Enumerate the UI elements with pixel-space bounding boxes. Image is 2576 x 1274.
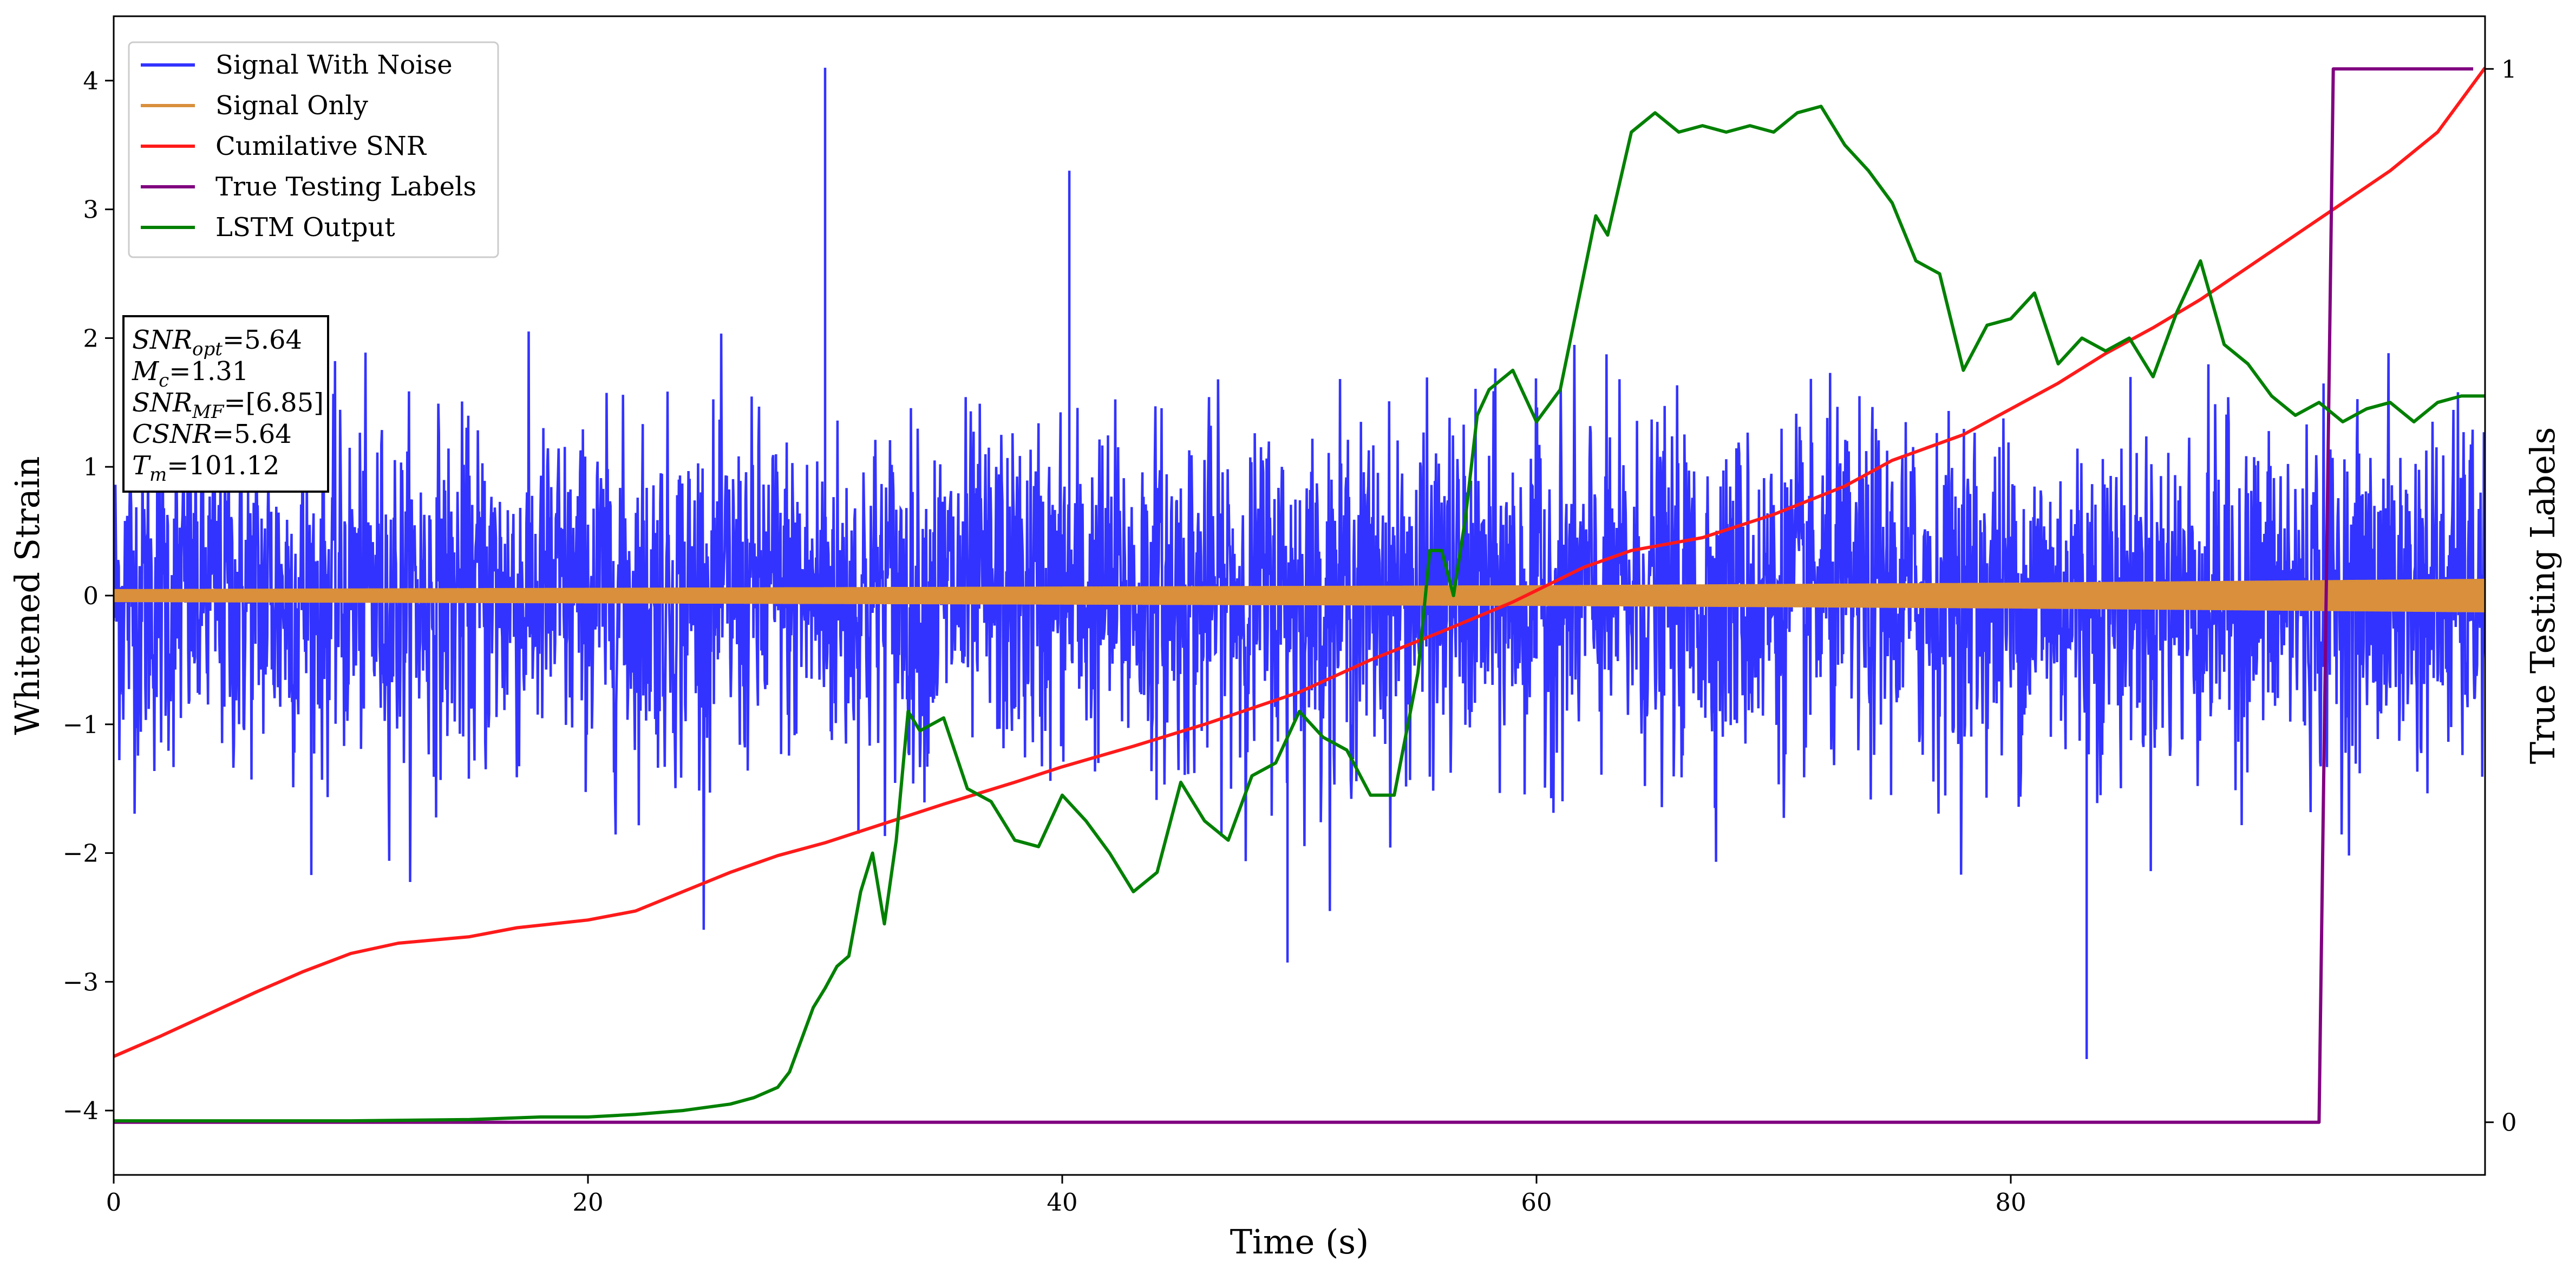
info-box-frame (122, 315, 329, 493)
legend-entry: LSTM Output (215, 212, 395, 243)
y-tick-label: 0 (83, 582, 99, 610)
y2-axis-label: True Testing Labels (2523, 427, 2562, 765)
series-signal-with-noise (114, 68, 2485, 1059)
x-axis-label: Time (s) (1230, 1222, 1369, 1262)
plot-area (114, 67, 2485, 1124)
x-tick-label: 0 (106, 1188, 122, 1217)
legend-entry: Cumilative SNR (215, 131, 427, 161)
y-tick-label: −2 (63, 839, 99, 868)
info-box: SNRopt=5.64Mc=1.31SNRMF=[6.85]CSNR=5.64T… (122, 315, 329, 493)
legend-entry: Signal With Noise (215, 50, 453, 80)
x-tick-label: 60 (1521, 1188, 1552, 1217)
y2-tick-label: 0 (2501, 1108, 2517, 1137)
y-tick-label: −4 (63, 1096, 99, 1125)
info-line: SNRMF=[6.85] (132, 388, 324, 423)
series-signal-only (114, 579, 2485, 612)
info-line: Mc=1.31 (132, 356, 249, 391)
y-tick-label: 1 (83, 453, 99, 481)
y-tick-label: −3 (63, 968, 99, 996)
info-line: Tm=101.12 (132, 450, 279, 486)
y2-tick-label: 1 (2501, 55, 2517, 83)
y-tick-label: 3 (83, 195, 99, 224)
y-tick-label: 2 (83, 324, 99, 352)
series-true-testing-labels (114, 67, 2474, 1124)
series-lstm-output (114, 104, 2485, 1123)
legend-entry: True Testing Labels (215, 172, 476, 202)
x-tick-label: 40 (1047, 1188, 1077, 1217)
y-tick-label: 4 (83, 67, 99, 95)
series-cumilative-snr (114, 67, 2485, 1058)
legend-box (128, 41, 499, 258)
legend: Signal With Noise Signal Only Cumilative S… (128, 41, 499, 258)
x-tick-label: 80 (1995, 1188, 2026, 1217)
x-tick-label: 20 (572, 1188, 603, 1217)
info-line: SNRopt=5.64 (132, 325, 302, 360)
y-axis-label: Whitened Strain (8, 456, 47, 735)
info-line: CSNR=5.64 (132, 419, 292, 449)
legend-entry: Signal Only (215, 90, 368, 121)
y-tick-label: −1 (63, 710, 99, 739)
